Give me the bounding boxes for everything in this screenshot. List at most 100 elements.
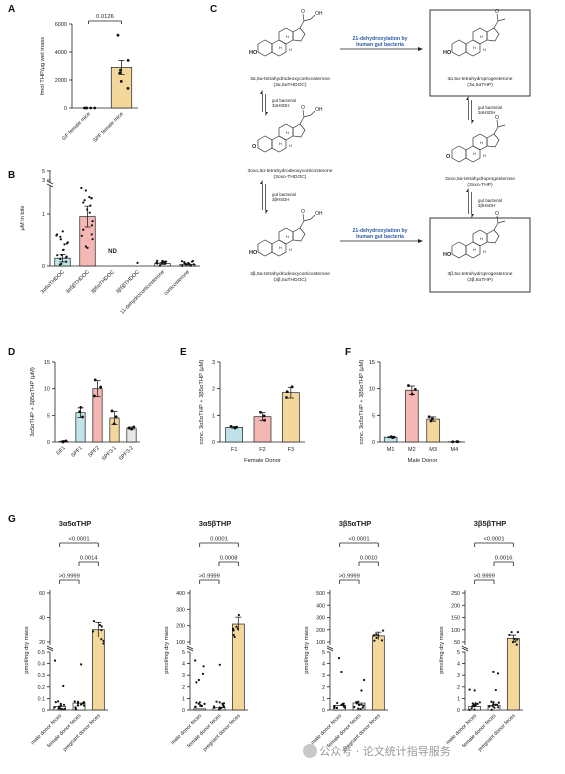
g4-data-point [494, 688, 497, 692]
c-3a5a-thp-structure: O H H H HO [443, 9, 506, 57]
g2-y-tick-label: 300 [176, 607, 185, 613]
b-data-point [82, 228, 85, 231]
c-3b5a-thdoc-ring [292, 227, 306, 242]
d-data-point [130, 427, 133, 431]
g4-data-point [468, 688, 471, 691]
g3-data-point [359, 707, 362, 711]
c-3a5a-thp-hydrogen-label: H [473, 45, 476, 50]
c-eq-right-lower-label2: 3βHSDH [478, 203, 495, 208]
g1-data-point [102, 642, 105, 645]
g2-y-tick-label: 5 [182, 650, 185, 656]
c-3b5a-thdoc-3-ho-label: HO [249, 250, 258, 256]
g4-data-point [491, 705, 494, 708]
panel-label-a: A [8, 4, 15, 15]
c-reaction-arrowhead-top [418, 47, 423, 51]
a-data-point [89, 106, 93, 110]
g2-data-point [203, 702, 206, 705]
g4-y-tick-label: 200 [451, 603, 460, 609]
g4-data-point [474, 704, 477, 707]
b-data-point [65, 260, 68, 263]
g1-data-point [60, 707, 64, 711]
c-3b5a-thdoc-hydroxyl-bond [310, 214, 316, 220]
g4-y-tick-label: 5 [457, 650, 460, 656]
e-data-point [259, 410, 262, 414]
g2-data-point [215, 700, 218, 703]
b-axis-break [46, 180, 54, 185]
g3-data-point [381, 629, 385, 632]
c-3b5a-thp-ketone-label: O [495, 211, 499, 217]
a-y-tick-label: 2000 [55, 78, 67, 84]
g1-data-point [76, 700, 80, 703]
g3-bar [352, 702, 366, 711]
g4-data-point [474, 702, 477, 705]
d-x-tick-label: SPF1 [70, 445, 84, 459]
g1-bar [91, 629, 105, 711]
b-data-point [84, 189, 87, 192]
g1-data-point [62, 703, 66, 706]
c-eq-left-upper-head [265, 112, 268, 116]
g1-y-tick-label: 60 [39, 591, 45, 597]
c-3oxo-thdoc-ring [292, 123, 306, 138]
b-data-point [82, 201, 85, 204]
g4-y-tick-label: 4 [457, 662, 460, 668]
g4-y-tick-label: 150 [451, 616, 460, 622]
c-3a5a-thp-ketone-label: O [495, 9, 499, 15]
panel-label-f: F [345, 347, 351, 358]
g3-title: 3β5αTHP [339, 519, 372, 528]
d-data-point [92, 394, 96, 398]
g1-y-tick-label: 20 [39, 640, 45, 646]
g4-bracket-0-1-label: >0.9999 [474, 574, 495, 580]
b-y-axis-label: μM in bile [20, 206, 26, 231]
b-data-point [183, 261, 186, 264]
g2-x-tick-label: pregnant donor feces [202, 713, 242, 753]
g2-y-tick-label: 3 [182, 673, 185, 679]
f-y-tick-label: 5 [372, 413, 375, 419]
a-data-point [83, 106, 86, 110]
c-eq-left-upper-label: gut bacterial [272, 98, 296, 103]
b-y-tick-label: 0 [42, 264, 45, 270]
g1-data-point [57, 705, 61, 708]
g4-data-point [490, 700, 493, 703]
g3-data-point [363, 678, 366, 682]
d-data-point [62, 439, 66, 443]
g3-y-tick-label: 100 [316, 640, 325, 646]
b-data-point [164, 262, 167, 265]
e-bar [225, 426, 244, 443]
g4-data-point [473, 689, 476, 692]
g3-data-point [357, 707, 360, 710]
g4-data-point [492, 701, 495, 704]
g2-data-point [232, 627, 235, 630]
c-3b5a-thdoc-ketone [302, 213, 305, 222]
c-3a5a-thp-ring [451, 39, 467, 57]
f-y-axis-label: conc. 3α5αTHP + 3β5αTHP (μM) [359, 359, 365, 444]
g4-data-point [478, 701, 481, 704]
c-3oxo-thp-ketone [496, 119, 499, 128]
e-bar [281, 392, 300, 443]
b-data-point [63, 243, 66, 246]
b-data-point [65, 242, 69, 245]
g3-data-point [353, 705, 356, 709]
c-3b5a-thp-hydrogen-label: H [473, 247, 476, 252]
g4-data-point [492, 703, 495, 706]
g2-data-point [218, 701, 221, 704]
g2-data-point [202, 665, 205, 668]
g3-y-axis-label: pmol/mg dry mass [304, 626, 310, 673]
b-data-point [156, 259, 159, 262]
d-x-tick-label: SPF2 [87, 445, 101, 459]
f-data-point [410, 392, 414, 396]
g4-data-point [516, 630, 520, 634]
b-y-tick-label: 3 [42, 178, 45, 184]
g1-data-point [91, 630, 95, 633]
d-data-point [79, 405, 83, 409]
b-data-point [190, 260, 194, 263]
b-data-point [192, 263, 195, 266]
g1-y-tick-label: 0 [42, 708, 45, 714]
c-3oxo-thp-hydrogen-label: H [483, 153, 486, 158]
c-eq-left-lower-label2: 3βHSDH [272, 197, 289, 202]
g1-x-tick-label: pregnant donor feces [62, 713, 102, 753]
c-3oxo-thdoc-3-oxo-label: O [252, 144, 257, 150]
b-x-tick-label: 3β5αTHDOC [90, 269, 116, 295]
g4-data-point [473, 708, 476, 711]
g1-data-point [53, 706, 56, 709]
g3-y-tick-label: 4 [322, 662, 325, 668]
